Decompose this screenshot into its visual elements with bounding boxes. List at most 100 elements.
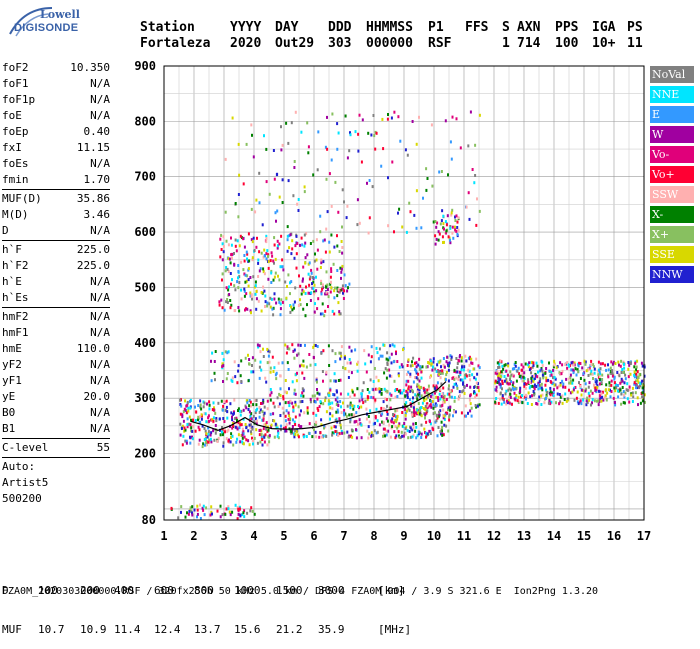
echo-point — [588, 398, 591, 402]
echo-point — [259, 350, 262, 354]
param-row: yE 20.0 — [2, 389, 110, 405]
echo-point — [190, 426, 193, 430]
echo-point — [385, 417, 388, 421]
param-row: h`F 225.0 — [2, 242, 110, 258]
echo-point — [580, 393, 583, 397]
echo-point — [240, 288, 243, 292]
echo-point — [405, 379, 408, 383]
echo-point — [313, 399, 316, 403]
echo-point — [332, 393, 334, 396]
echo-point — [336, 396, 339, 400]
echo-point — [320, 351, 323, 355]
echo-point — [346, 404, 349, 408]
echo-point — [221, 272, 224, 276]
echo-point — [269, 305, 272, 309]
x-tick-labels: 1 2 3 4 5 6 7 8 9 10 11 12 13 14 15 16 17 — [160, 529, 651, 543]
echo-point — [265, 427, 268, 431]
echo-point — [271, 254, 274, 258]
param-label: hmF1 — [2, 326, 29, 339]
echo-point — [260, 309, 263, 313]
echo-point — [415, 371, 418, 375]
echo-point — [275, 219, 277, 223]
echo-point — [550, 373, 553, 377]
param-label: foEs — [2, 157, 29, 170]
echo-point — [434, 220, 437, 223]
echo-point — [604, 394, 607, 398]
echo-point — [641, 391, 644, 395]
echo-point — [537, 381, 540, 385]
echo-point — [550, 370, 553, 374]
echo-point — [199, 415, 202, 419]
echo-point — [251, 256, 254, 260]
echo-point — [438, 232, 441, 236]
echo-point — [515, 379, 518, 383]
echo-point — [322, 260, 325, 264]
echo-point — [290, 252, 293, 256]
echo-point — [300, 236, 303, 240]
echo-point — [184, 428, 187, 432]
header-value: Fortaleza — [140, 36, 211, 51]
echo-point — [394, 409, 397, 413]
echo-point — [224, 269, 227, 273]
echo-point — [266, 407, 269, 411]
echo-point — [410, 385, 413, 389]
echo-point — [447, 363, 450, 367]
trace-line — [190, 381, 447, 431]
echo-point — [501, 395, 504, 399]
echo-point — [396, 388, 399, 391]
echo-point — [234, 503, 237, 507]
echo-point — [549, 393, 552, 397]
echo-point — [240, 409, 243, 413]
echo-point — [262, 413, 265, 417]
echo-point — [409, 210, 412, 214]
echo-point — [514, 364, 517, 368]
echo-point — [219, 237, 222, 241]
echo-point — [444, 119, 447, 123]
echo-point — [398, 422, 401, 426]
echo-point — [453, 368, 456, 372]
echo-point — [316, 380, 318, 384]
echo-point — [328, 172, 331, 176]
echo-point — [613, 375, 616, 379]
echo-point — [296, 353, 299, 357]
echo-point — [469, 385, 472, 389]
echo-point — [386, 410, 389, 413]
echo-point — [497, 374, 499, 378]
echo-point — [231, 426, 234, 430]
echo-point — [265, 237, 268, 240]
echo-point — [273, 236, 276, 240]
echo-point — [191, 437, 194, 441]
echo-point — [522, 379, 525, 383]
echo-point — [451, 231, 454, 235]
echo-point — [388, 423, 391, 427]
echo-point — [507, 388, 510, 392]
echo-point — [437, 238, 440, 242]
legend-item: SSE — [650, 246, 694, 263]
echo-point — [507, 399, 510, 403]
echo-point — [591, 391, 594, 395]
echo-point — [399, 436, 402, 440]
echo-point — [639, 382, 642, 386]
echo-point — [432, 384, 435, 388]
echo-point — [315, 378, 318, 382]
echo-point — [248, 399, 251, 402]
echo-point — [397, 374, 400, 378]
echo-point — [205, 432, 208, 436]
echo-point — [527, 378, 530, 382]
echo-point — [233, 360, 236, 364]
echo-point — [246, 257, 248, 261]
echo-point — [459, 394, 461, 398]
echo-point — [506, 381, 509, 385]
echo-point — [527, 363, 529, 367]
echo-point — [277, 431, 280, 435]
echo-point — [228, 510, 231, 514]
echo-point — [312, 239, 315, 243]
echo-point — [538, 398, 541, 402]
echo-point — [510, 380, 512, 383]
echo-point — [541, 364, 544, 368]
echo-point — [300, 363, 303, 367]
echo-point — [577, 370, 580, 374]
echo-point — [598, 382, 601, 386]
echo-point — [228, 285, 230, 289]
echo-point — [335, 430, 338, 434]
